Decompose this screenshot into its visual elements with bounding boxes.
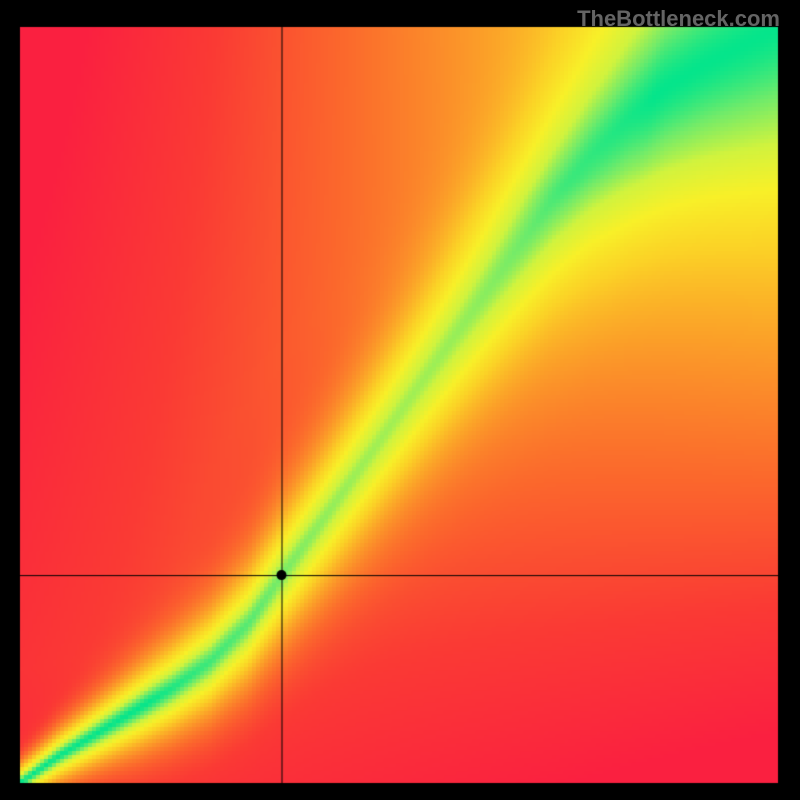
watermark-text: TheBottleneck.com <box>577 6 780 32</box>
chart-container: TheBottleneck.com <box>0 0 800 800</box>
bottleneck-heatmap <box>0 0 800 800</box>
